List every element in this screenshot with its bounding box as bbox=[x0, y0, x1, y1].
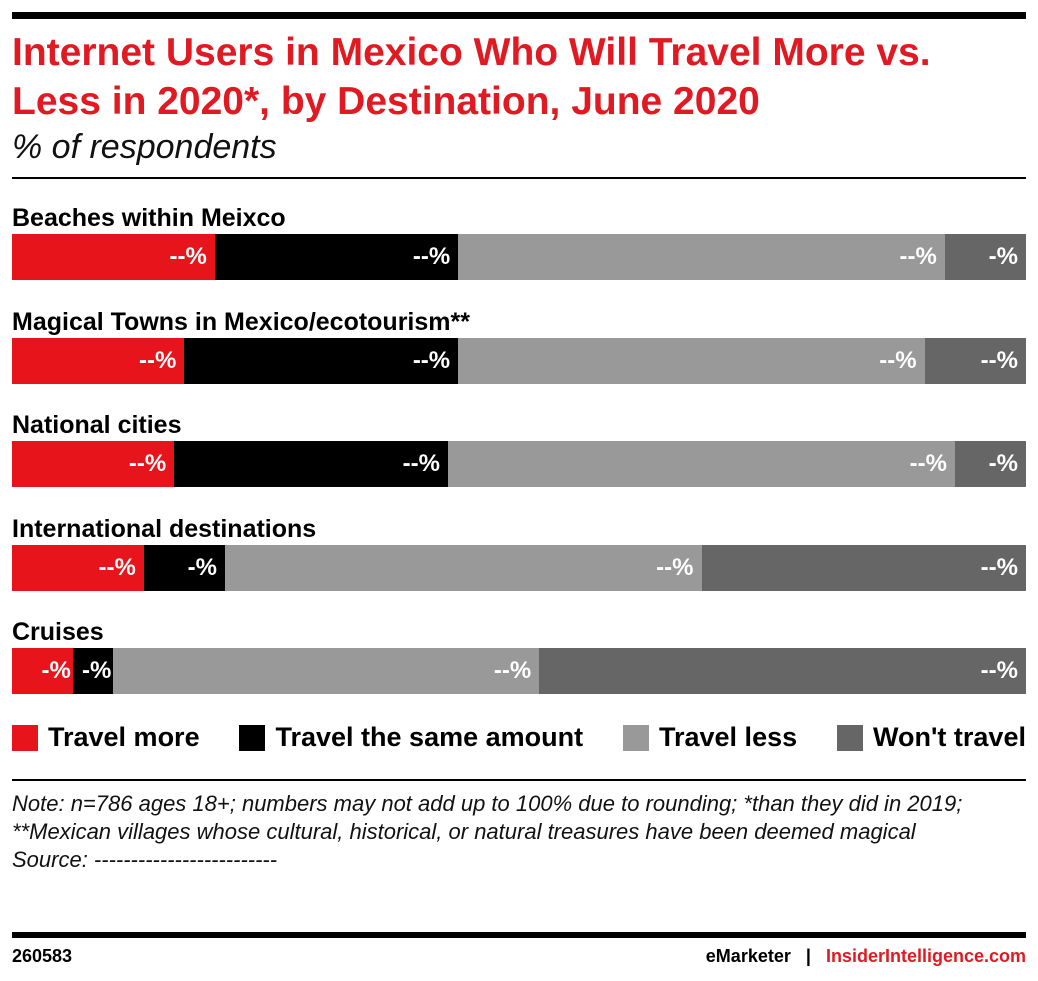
chart-subtitle: % of respondents bbox=[12, 128, 277, 166]
data-label: --% bbox=[879, 347, 917, 374]
data-label: --% bbox=[899, 243, 937, 270]
legend-item-travel-more: Travel more bbox=[12, 722, 200, 753]
bar-segment: --% bbox=[458, 234, 945, 280]
legend-swatch bbox=[239, 724, 266, 751]
bar-segment: -% bbox=[72, 648, 114, 694]
bar-segment: --% bbox=[12, 234, 215, 280]
legend-swatch bbox=[623, 724, 649, 751]
stacked-bar: --% -% --% --% bbox=[12, 545, 1026, 591]
brand-separator: | bbox=[805, 946, 811, 966]
note-text: Note: n=786 ages 18+; numbers may not ad… bbox=[12, 791, 963, 844]
footer-divider bbox=[12, 779, 1026, 781]
top-rule bbox=[12, 12, 1026, 19]
data-label: -% bbox=[988, 243, 1018, 270]
data-label: --% bbox=[169, 243, 207, 270]
brand-footer: eMarketer | InsiderIntelligence.com bbox=[706, 946, 1026, 967]
legend: Travel more Travel the same amount Trave… bbox=[12, 722, 1026, 753]
data-label: --% bbox=[128, 450, 167, 477]
brand-site: InsiderIntelligence.com bbox=[825, 946, 1026, 966]
bar-segment: --% bbox=[113, 648, 540, 694]
data-label: --% bbox=[412, 347, 451, 374]
data-label: --% bbox=[139, 347, 177, 374]
category-label: Cruises bbox=[12, 618, 104, 646]
legend-label: Travel less bbox=[659, 722, 798, 752]
bar-segment: --% bbox=[224, 545, 702, 591]
bar-segment: -% bbox=[944, 234, 1026, 280]
bar-segment: --% bbox=[458, 338, 925, 384]
legend-item-wont-travel: Won't travel bbox=[837, 722, 1026, 753]
legend-label: Travel the same amount bbox=[275, 722, 584, 752]
legend-swatch bbox=[12, 724, 38, 751]
data-label: -% bbox=[988, 450, 1018, 477]
legend-item-travel-same: Travel the same amount bbox=[239, 722, 583, 753]
bar-segment: --% bbox=[701, 545, 1026, 591]
bar-segment: --% bbox=[539, 648, 1026, 694]
category-label: Beaches within Meixco bbox=[12, 204, 286, 232]
category-label: International destinations bbox=[12, 515, 317, 543]
stacked-bar: --% --% --% --% bbox=[12, 338, 1026, 384]
source-text: Source: ------------------------- bbox=[12, 847, 278, 872]
bar-segment: --% bbox=[12, 338, 185, 384]
data-label: --% bbox=[980, 347, 1018, 374]
data-label: --% bbox=[412, 243, 451, 270]
header-divider bbox=[12, 177, 1026, 179]
bar-segment: --% bbox=[924, 338, 1026, 384]
bar-segment: --% bbox=[448, 441, 955, 487]
bar-segment: --% bbox=[12, 441, 175, 487]
data-label: --% bbox=[402, 450, 440, 477]
legend-swatch bbox=[837, 724, 864, 751]
chart-id: 260583 bbox=[12, 946, 73, 966]
legend-item-travel-less: Travel less bbox=[623, 722, 797, 753]
category-label: Magical Towns in Mexico/ecotourism** bbox=[12, 308, 470, 336]
bar-segment: -% bbox=[143, 545, 225, 591]
data-label: --% bbox=[980, 657, 1018, 684]
chart-title: Internet Users in Mexico Who Will Travel… bbox=[12, 31, 931, 123]
data-label: --% bbox=[656, 554, 694, 581]
footnote: Note: n=786 ages 18+; numbers may not ad… bbox=[12, 790, 1024, 874]
stacked-bar: --% --% --% -% bbox=[12, 441, 1026, 487]
data-label: --% bbox=[980, 554, 1018, 581]
data-label: -% bbox=[187, 554, 217, 581]
bar-segment: -% bbox=[12, 648, 73, 694]
bar-segment: --% bbox=[12, 545, 144, 591]
bottom-rule bbox=[12, 932, 1026, 938]
stacked-bar: -% -% --% --% bbox=[12, 648, 1026, 694]
bar-segment: -% bbox=[955, 441, 1026, 487]
data-label: -% bbox=[82, 657, 112, 684]
data-label: --% bbox=[909, 450, 947, 477]
bar-segment: --% bbox=[214, 234, 459, 280]
data-label: -% bbox=[41, 657, 71, 684]
data-label: --% bbox=[98, 554, 136, 581]
legend-label: Won't travel bbox=[873, 722, 1026, 752]
data-label: --% bbox=[493, 657, 532, 684]
bar-segment: --% bbox=[174, 441, 448, 487]
brand-name: eMarketer bbox=[705, 946, 791, 966]
bar-segment: --% bbox=[184, 338, 459, 384]
stacked-bar: --% --% --% -% bbox=[12, 234, 1026, 280]
legend-label: Travel more bbox=[48, 722, 200, 752]
category-label: National cities bbox=[12, 411, 182, 439]
